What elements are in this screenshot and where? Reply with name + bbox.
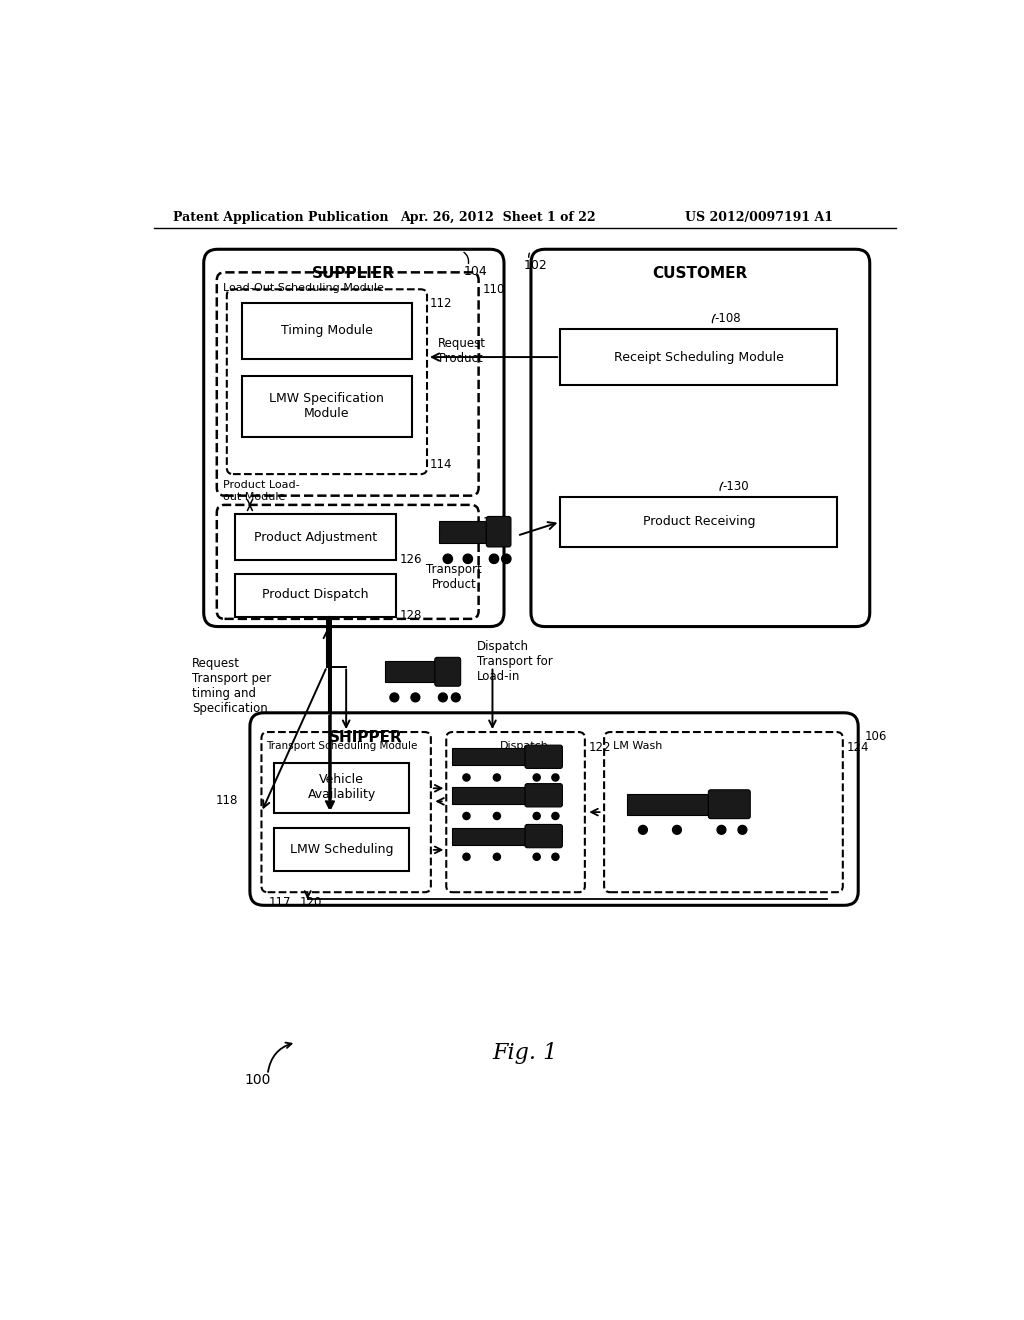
Circle shape <box>463 812 470 820</box>
Circle shape <box>502 554 511 564</box>
Text: 124: 124 <box>847 742 869 754</box>
Text: -130: -130 <box>722 480 749 494</box>
Bar <box>243 304 412 359</box>
Circle shape <box>534 812 541 820</box>
Circle shape <box>411 693 420 702</box>
Text: Receipt Scheduling Module: Receipt Scheduling Module <box>613 351 783 363</box>
Text: US 2012/0097191 A1: US 2012/0097191 A1 <box>685 211 833 224</box>
Text: 104: 104 <box>463 264 487 277</box>
Text: Product Load-
out Module: Product Load- out Module <box>223 480 300 502</box>
Text: 120: 120 <box>300 896 323 909</box>
Text: 122: 122 <box>589 742 611 754</box>
Text: LMW Scheduling: LMW Scheduling <box>290 842 393 855</box>
Text: LMW Specification
Module: LMW Specification Module <box>269 392 384 420</box>
Text: Timing Module: Timing Module <box>281 325 373 338</box>
Text: Product Adjustment: Product Adjustment <box>254 531 377 544</box>
Text: Request
Transport per
timing and
Specification: Request Transport per timing and Specifi… <box>193 657 271 715</box>
Bar <box>453 748 525 766</box>
Bar <box>243 376 412 437</box>
FancyBboxPatch shape <box>525 825 562 847</box>
FancyBboxPatch shape <box>525 784 562 807</box>
Circle shape <box>738 825 746 834</box>
Text: Product Receiving: Product Receiving <box>643 515 755 528</box>
Circle shape <box>639 825 647 834</box>
Text: 118: 118 <box>216 793 239 807</box>
Text: Transport Scheduling Module: Transport Scheduling Module <box>266 742 418 751</box>
Text: 110: 110 <box>482 284 505 296</box>
Text: CUSTOMER: CUSTOMER <box>652 267 748 281</box>
Circle shape <box>534 853 541 861</box>
Text: Transport
Product: Transport Product <box>426 562 482 590</box>
Bar <box>560 498 838 548</box>
Circle shape <box>489 554 499 564</box>
FancyBboxPatch shape <box>525 744 562 768</box>
Bar <box>273 829 410 871</box>
Bar <box>234 574 396 616</box>
Text: 106: 106 <box>864 730 887 743</box>
Circle shape <box>717 825 726 834</box>
Circle shape <box>463 774 470 781</box>
Circle shape <box>443 554 453 564</box>
Text: 114: 114 <box>430 458 453 471</box>
Circle shape <box>463 853 470 861</box>
Circle shape <box>534 774 541 781</box>
Circle shape <box>494 853 501 861</box>
Text: 116: 116 <box>482 516 505 529</box>
Circle shape <box>552 853 559 861</box>
Text: Fig. 1: Fig. 1 <box>493 1043 557 1064</box>
Bar <box>385 661 435 682</box>
Text: LM Wash: LM Wash <box>613 742 663 751</box>
Circle shape <box>494 774 501 781</box>
Circle shape <box>390 693 398 702</box>
Circle shape <box>463 554 472 564</box>
Text: Patent Application Publication: Patent Application Publication <box>173 211 388 224</box>
Circle shape <box>673 825 681 834</box>
Text: Dispatch: Dispatch <box>500 742 549 751</box>
Circle shape <box>452 693 460 702</box>
Circle shape <box>552 812 559 820</box>
Text: Dispatch
Transport for
Load-in: Dispatch Transport for Load-in <box>477 640 553 682</box>
Text: -108: -108 <box>714 313 740 326</box>
Circle shape <box>438 693 447 702</box>
Bar <box>438 520 486 543</box>
Text: 112: 112 <box>430 297 453 310</box>
Circle shape <box>494 812 501 820</box>
Text: 117: 117 <box>269 896 292 909</box>
Text: Vehicle
Availability: Vehicle Availability <box>307 774 376 801</box>
FancyBboxPatch shape <box>486 516 511 546</box>
Circle shape <box>552 774 559 781</box>
Text: Product Dispatch: Product Dispatch <box>262 589 369 602</box>
FancyBboxPatch shape <box>435 657 461 686</box>
Bar <box>453 787 525 804</box>
Text: Request
Product: Request Product <box>437 337 485 366</box>
Text: 128: 128 <box>399 609 422 622</box>
Text: SHIPPER: SHIPPER <box>329 730 402 744</box>
Text: 102: 102 <box>523 259 547 272</box>
Text: 126: 126 <box>399 553 422 566</box>
Bar <box>234 515 396 561</box>
FancyBboxPatch shape <box>709 789 751 818</box>
Text: 100: 100 <box>245 1073 271 1088</box>
Text: Load-Out Scheduling Module: Load-Out Scheduling Module <box>223 284 384 293</box>
Bar <box>273 763 410 813</box>
Bar <box>560 330 838 385</box>
Bar <box>453 828 525 845</box>
Text: Apr. 26, 2012  Sheet 1 of 22: Apr. 26, 2012 Sheet 1 of 22 <box>400 211 596 224</box>
Text: SUPPLIER: SUPPLIER <box>312 267 395 281</box>
Bar <box>628 793 709 814</box>
